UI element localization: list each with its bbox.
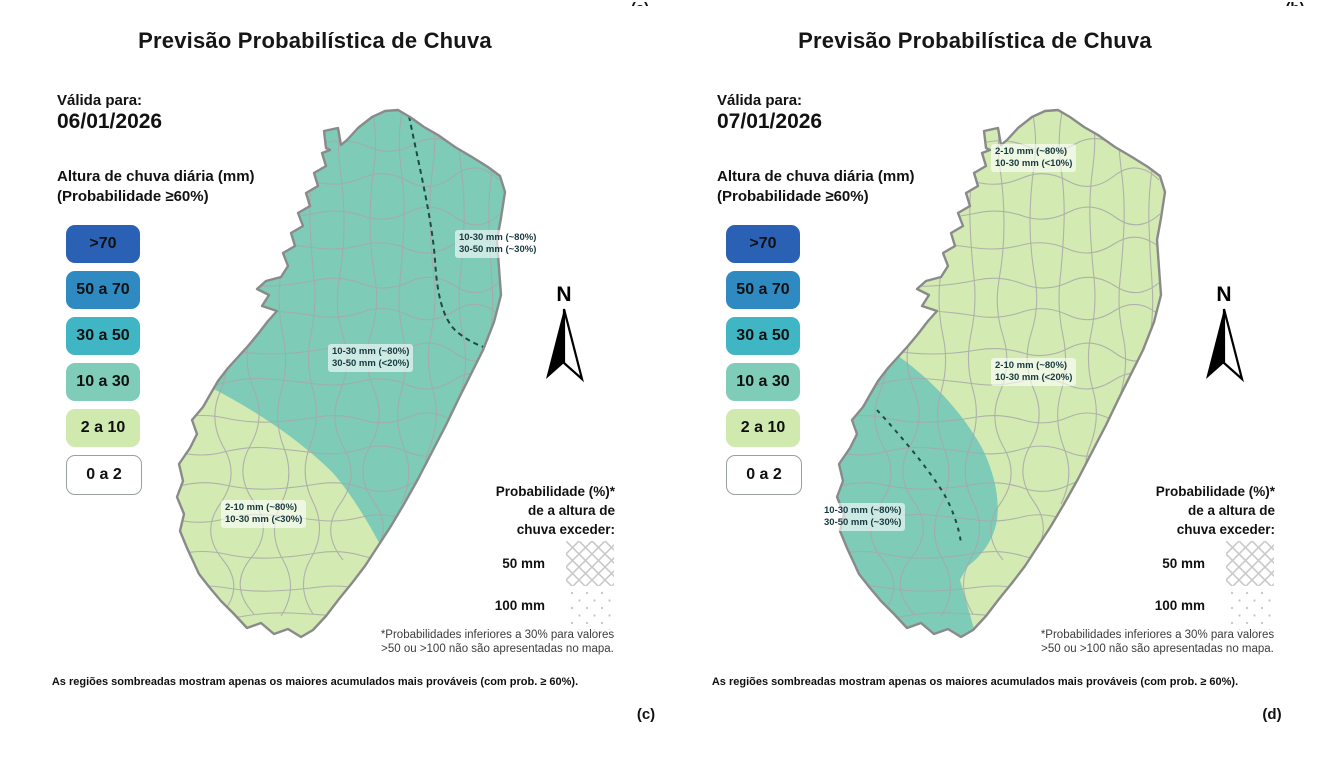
legend-subtitle: (Probabilidade ≥60%) [57,188,209,205]
legend-box-10-30: 10 a 30 [726,363,800,401]
map-label-northeast: 10-30 mm (~80%) 30-50 mm (~30%) [455,230,541,258]
legend-subtitle: (Probabilidade ≥60%) [717,188,869,205]
panel-forecast-c: (a) Previsão Probabilística de Chuva Vál… [51,0,660,723]
map-label-line: 2-10 mm (~80%) [995,146,1068,157]
dots-pattern-swatch [1229,590,1275,630]
legend-title: Altura de chuva diária (mm) [57,168,255,185]
north-arrow-icon [546,308,584,383]
map-label-line: 10-30 mm (~80%) [332,346,410,357]
page-title: Previsão Probabilística de Chuva [138,28,492,53]
dots-pattern-swatch [569,590,615,630]
north-label: N [556,283,572,306]
partial-label-a: (a) [622,0,658,6]
legend-box-gt70: >70 [726,225,800,263]
exceedance-heading-line: Probabilidade (%)* [495,484,615,499]
exceedance-100mm-label: 100 mm [1154,598,1205,613]
exceedance-50mm-label: 50 mm [502,556,545,571]
exceedance-footnote: *Probabilidades inferiores a 30% para va… [995,628,1320,656]
exceedance-heading-line: de a altura de [527,503,615,518]
page-title: Previsão Probabilística de Chuva [798,28,1152,53]
panel-forecast-d: (b) Previsão Probabilística de Chuva Vál… [660,0,1320,768]
valid-for-label: Válida para: [717,92,803,109]
state-outline [175,108,507,639]
north-compass: N [536,283,592,388]
map-label-line: 30-50 mm (<20%) [332,358,410,369]
footnote-line: >50 ou >100 não são apresentadas no mapa… [1041,643,1274,655]
exceedance-footnote: *Probabilidades inferiores a 30% para va… [335,628,660,656]
map-label-north: 2-10 mm (~80%) 10-30 mm (<10%) [991,144,1077,172]
map-label-line: 10-30 mm (~80%) [824,505,902,516]
map-label-line: 30-50 mm (~30%) [824,517,902,528]
map-label-central: 2-10 mm (~80%) 10-30 mm (<20%) [991,358,1077,386]
map-label-line: 10-30 mm (<30%) [225,514,303,525]
legend-title: Altura de chuva diária (mm) [717,168,915,185]
legend-box-2-10: 2 a 10 [66,409,140,447]
legend-box-2-10: 2 a 10 [726,409,800,447]
map-label-line: 10-30 mm (~80%) [459,232,537,243]
valid-date: 07/01/2026 [717,110,823,133]
crosshatch-pattern-swatch [566,541,614,586]
crosshatch-pattern-swatch [1226,541,1274,586]
map-label-line: 2-10 mm (~80%) [225,502,298,513]
map-label-line: 2-10 mm (~80%) [995,360,1068,371]
north-arrow-icon [1206,308,1244,383]
legend-box-10-30: 10 a 30 [66,363,140,401]
partial-label-b: (b) [1277,0,1313,6]
legend-box-50-70: 50 a 70 [66,271,140,309]
map-label-line: 30-50 mm (~30%) [459,244,537,255]
legend-box-30-50: 30 a 50 [66,317,140,355]
shaded-regions-note: As regiões sombreadas mostram apenas os … [711,676,1239,688]
partial-label-a-text: (a) [631,0,649,6]
shaded-regions-note: As regiões sombreadas mostram apenas os … [51,676,579,688]
exceedance-heading-line: Probabilidade (%)* [1155,484,1275,499]
municipality-borders [837,110,1165,619]
exceedance-heading-line: chuva exceder: [516,522,615,537]
exceedance-heading: Probabilidade (%)* de a altura de chuva … [1075,482,1275,539]
exceedance-50mm-label: 50 mm [1162,556,1205,571]
exceedance-100mm-label: 100 mm [494,598,545,613]
panel-letter-d: (d) [1262,706,1282,723]
legend-box-0-2: 0 a 2 [66,455,142,495]
footnote-line: *Probabilidades inferiores a 30% para va… [1040,629,1275,641]
map-label-central: 10-30 mm (~80%) 30-50 mm (<20%) [328,344,414,372]
valid-date: 06/01/2026 [57,110,163,133]
footnote-line: *Probabilidades inferiores a 30% para va… [380,629,615,641]
map-label-line: 10-30 mm (<10%) [995,158,1073,169]
footnote-line: >50 ou >100 não são apresentadas no mapa… [381,643,614,655]
map-label-southwest: 10-30 mm (~80%) 30-50 mm (~30%) [820,503,906,531]
legend-box-30-50: 30 a 50 [726,317,800,355]
probability-zone-dashed-line [876,409,962,544]
exceedance-heading-line: de a altura de [1187,503,1275,518]
legend-box-gt70: >70 [66,225,140,263]
exceedance-heading-line: chuva exceder: [1176,522,1275,537]
valid-for-label: Válida para: [57,92,143,109]
map-label-line: 10-30 mm (<20%) [995,372,1073,383]
probability-zone-dashed-line [408,115,495,351]
north-label: N [1216,283,1232,306]
exceedance-heading: Probabilidade (%)* de a altura de chuva … [415,482,615,539]
legend-box-50-70: 50 a 70 [726,271,800,309]
legend-box-0-2: 0 a 2 [726,455,802,495]
partial-label-b-text: (b) [1285,0,1304,6]
state-outline [835,108,1167,639]
map-label-southwest: 2-10 mm (~80%) 10-30 mm (<30%) [221,500,307,528]
panel-letter-c: (c) [636,706,656,723]
north-compass: N [1196,283,1252,388]
